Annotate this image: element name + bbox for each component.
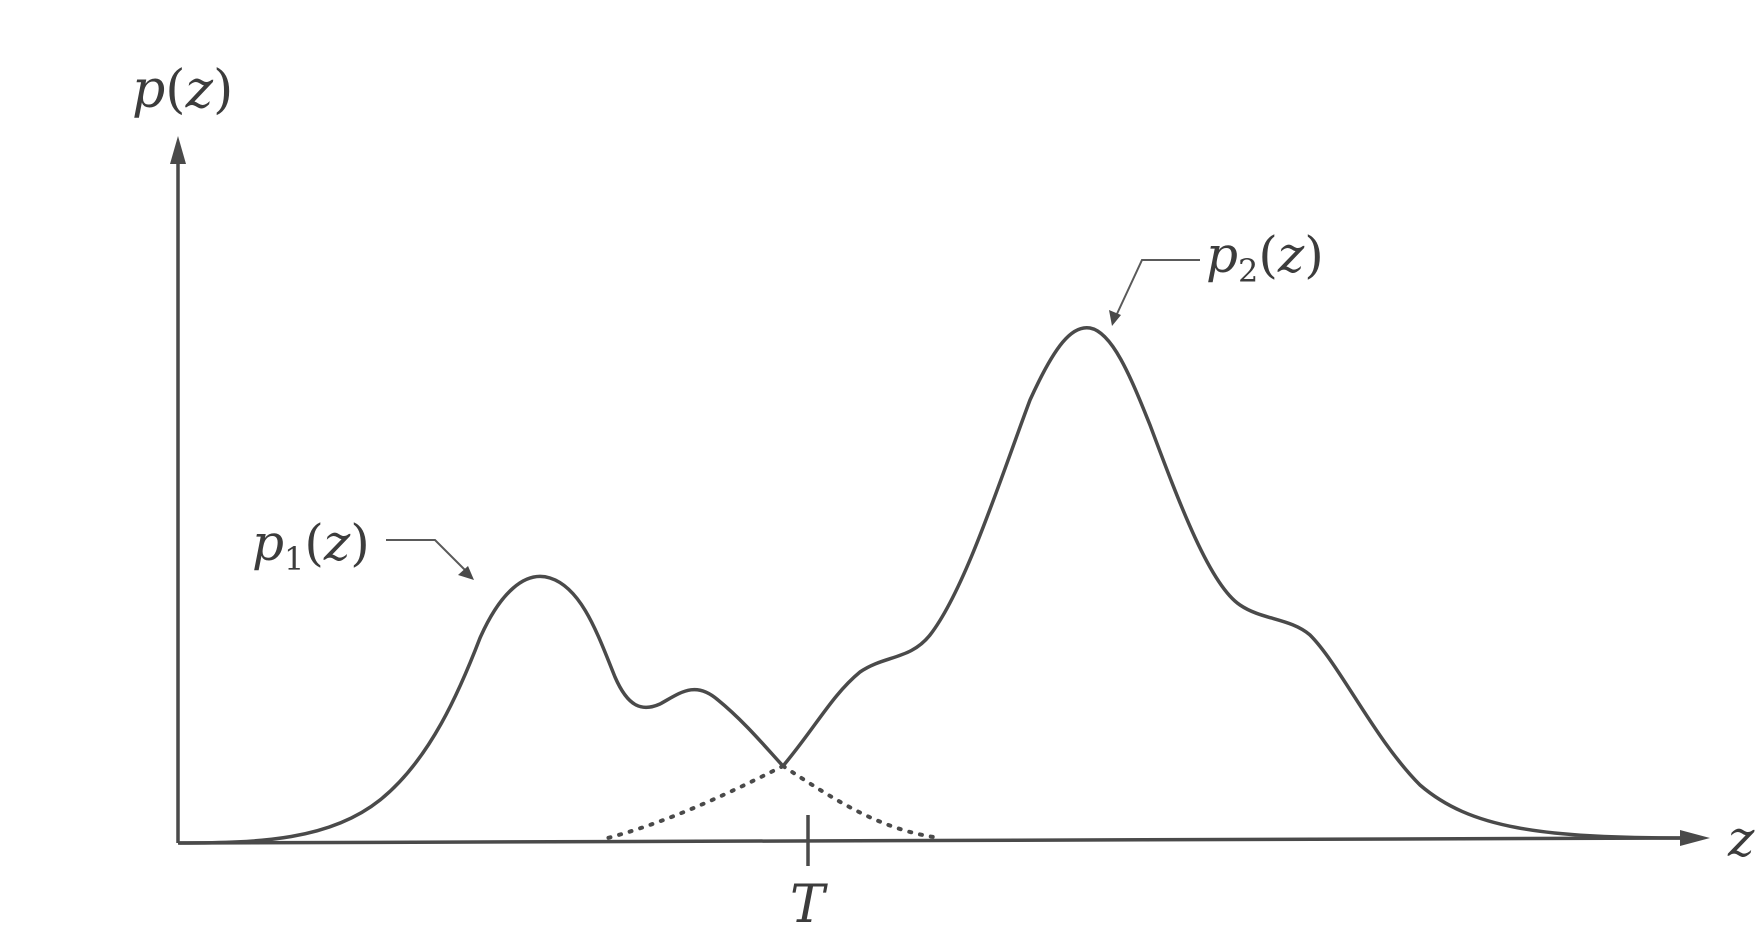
x-axis-arrowhead	[1680, 830, 1710, 846]
curve2-leader-line	[1115, 259, 1200, 317]
x-axis	[177, 836, 1687, 845]
threshold-label: T	[790, 875, 828, 935]
y-axis-label: p(z)	[132, 60, 233, 120]
curve2-label: p2(z)	[1206, 226, 1324, 290]
curve1-leader-line	[386, 539, 469, 574]
curve2-tail-dotted	[598, 764, 785, 842]
curve1-leader-arrowhead	[458, 566, 474, 580]
y-axis-arrowhead	[170, 136, 186, 164]
curve1-label: p1(z)	[252, 514, 370, 578]
x-axis-label: z	[1727, 810, 1755, 868]
curve1-tail-dotted	[781, 764, 942, 840]
mixture-curve	[178, 326, 1688, 845]
curve2-leader-arrowhead	[1109, 310, 1121, 326]
